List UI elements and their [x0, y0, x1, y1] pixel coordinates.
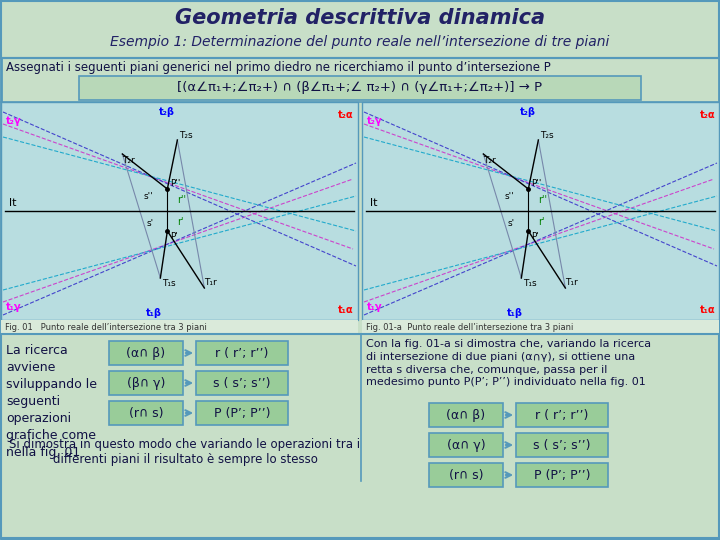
- FancyBboxPatch shape: [109, 371, 183, 395]
- Text: La ricerca
avviene
sviluppando le
seguenti
operazioni
grafiche come
nella fig. 0: La ricerca avviene sviluppando le seguen…: [6, 344, 97, 459]
- Text: Fig. 01-a  Punto reale dell’intersezione tra 3 piani: Fig. 01-a Punto reale dell’intersezione …: [366, 322, 573, 332]
- FancyBboxPatch shape: [516, 463, 608, 487]
- Text: P'': P'': [171, 179, 181, 188]
- FancyBboxPatch shape: [1, 102, 358, 320]
- FancyBboxPatch shape: [196, 401, 288, 425]
- Text: s ( s’; s’’): s ( s’; s’’): [534, 438, 590, 451]
- Text: Si dimostra in questo modo che variando le operazioni tra i
differenti piani il : Si dimostra in questo modo che variando …: [9, 438, 361, 466]
- FancyBboxPatch shape: [429, 433, 503, 457]
- Text: t₂α: t₂α: [338, 110, 354, 120]
- Text: t₂β: t₂β: [159, 107, 176, 117]
- Text: T₂s: T₂s: [179, 131, 193, 140]
- Text: P'': P'': [531, 179, 541, 188]
- Text: t₂γ: t₂γ: [6, 116, 22, 126]
- Text: Con la fig. 01-a si dimostra che, variando la ricerca
di intersezione di due pia: Con la fig. 01-a si dimostra che, varian…: [366, 339, 651, 387]
- Text: Assegnati i seguenti piani generici nel primo diedro ne ricerchiamo il punto d’i: Assegnati i seguenti piani generici nel …: [6, 62, 551, 75]
- FancyBboxPatch shape: [516, 403, 608, 427]
- Text: r'': r'': [539, 195, 547, 205]
- Text: t₁β: t₁β: [146, 308, 162, 318]
- Text: r'': r'': [177, 195, 186, 205]
- Text: s'': s'': [144, 192, 153, 201]
- Text: (r∩ s): (r∩ s): [449, 469, 483, 482]
- Text: r': r': [539, 217, 545, 227]
- FancyBboxPatch shape: [1, 320, 358, 334]
- FancyBboxPatch shape: [429, 463, 503, 487]
- FancyBboxPatch shape: [109, 341, 183, 365]
- Text: T₁r: T₁r: [565, 278, 578, 287]
- Text: s'': s'': [505, 192, 514, 201]
- FancyBboxPatch shape: [516, 433, 608, 457]
- Text: [(α∠π₁+;∠π₂+) ∩ (β∠π₁+;∠ π₂+) ∩ (γ∠π₁+;∠π₂+)] → P: [(α∠π₁+;∠π₂+) ∩ (β∠π₁+;∠ π₂+) ∩ (γ∠π₁+;∠…: [177, 82, 543, 94]
- Text: (α∩ β): (α∩ β): [127, 347, 166, 360]
- Text: Fig. 01   Punto reale dell’intersezione tra 3 piani: Fig. 01 Punto reale dell’intersezione tr…: [5, 322, 207, 332]
- Text: r ( r’; r’’): r ( r’; r’’): [535, 408, 589, 422]
- FancyBboxPatch shape: [1, 334, 719, 538]
- Text: Geometria descrittiva dinamica: Geometria descrittiva dinamica: [175, 8, 545, 28]
- Text: P': P': [171, 232, 179, 241]
- Text: r': r': [177, 217, 184, 227]
- Text: t₁γ: t₁γ: [367, 302, 382, 312]
- Text: P (P’; P’’): P (P’; P’’): [534, 469, 590, 482]
- Text: lt: lt: [9, 198, 17, 208]
- FancyBboxPatch shape: [109, 401, 183, 425]
- Text: t₂γ: t₂γ: [367, 116, 382, 126]
- FancyBboxPatch shape: [362, 320, 719, 334]
- Text: P': P': [531, 232, 539, 241]
- Text: T₁r: T₁r: [204, 278, 217, 287]
- Text: s': s': [146, 219, 153, 228]
- Text: (α∩ β): (α∩ β): [446, 408, 485, 422]
- Text: Esempio 1: Determinazione del punto reale nell’intersezione di tre piani: Esempio 1: Determinazione del punto real…: [110, 35, 610, 49]
- Text: t₁α: t₁α: [338, 305, 354, 315]
- Text: (α∩ γ): (α∩ γ): [446, 438, 485, 451]
- FancyBboxPatch shape: [429, 403, 503, 427]
- Text: T₁s: T₁s: [162, 279, 176, 288]
- Text: (β∩ γ): (β∩ γ): [127, 376, 165, 389]
- Text: r ( r’; r’’): r ( r’; r’’): [215, 347, 269, 360]
- Text: lt: lt: [370, 198, 377, 208]
- FancyBboxPatch shape: [79, 76, 641, 100]
- Text: t₁α: t₁α: [699, 305, 715, 315]
- Text: t₂α: t₂α: [699, 110, 715, 120]
- Text: T₁s: T₁s: [523, 279, 537, 288]
- FancyBboxPatch shape: [196, 341, 288, 365]
- Text: T₂r: T₂r: [122, 156, 135, 165]
- Text: s ( s’; s’’): s ( s’; s’’): [213, 376, 271, 389]
- Text: t₁γ: t₁γ: [6, 302, 22, 312]
- Text: s': s': [507, 219, 514, 228]
- FancyBboxPatch shape: [196, 371, 288, 395]
- Text: P (P’; P’’): P (P’; P’’): [214, 407, 270, 420]
- FancyBboxPatch shape: [362, 102, 719, 320]
- Text: t₁β: t₁β: [508, 308, 523, 318]
- FancyBboxPatch shape: [1, 1, 719, 58]
- Text: (r∩ s): (r∩ s): [129, 407, 163, 420]
- Text: t₂β: t₂β: [521, 107, 536, 117]
- Text: T₂r: T₂r: [483, 156, 496, 165]
- Text: T₂s: T₂s: [540, 131, 554, 140]
